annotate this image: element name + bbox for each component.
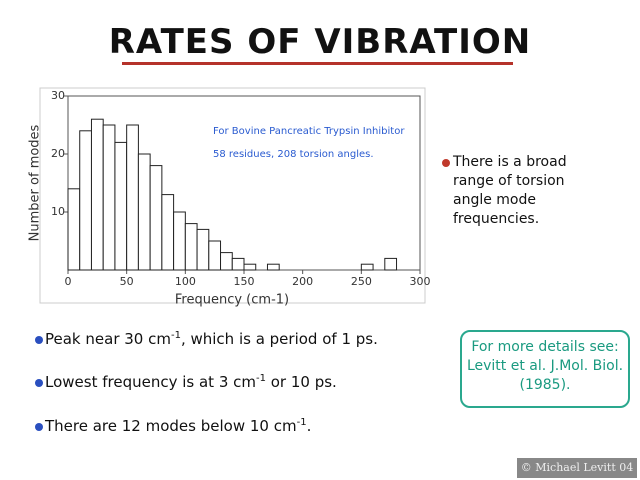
y-tick-label: 30 (51, 89, 65, 102)
bar (196, 228, 210, 271)
bar (114, 141, 128, 271)
superscript: -1 (296, 417, 307, 428)
title-underline (122, 62, 513, 65)
bullet-text: Lowest frequency is at 3 cm (45, 373, 256, 391)
bar (243, 263, 257, 271)
superscript: -1 (256, 373, 266, 384)
bullet-text: , which is a period of 1 ps. (180, 330, 378, 348)
bullet: Lowest frequency is at 3 cm-1 or 10 ps. (35, 373, 337, 391)
bar (90, 118, 104, 271)
superscript: -1 (170, 330, 181, 341)
bar (208, 240, 222, 271)
bullet-text: or 10 ps. (265, 373, 337, 391)
bullet: There are 12 modes below 10 cm-1. (35, 417, 312, 435)
bar (79, 130, 92, 271)
bullet-dot (35, 423, 43, 431)
x-tick-label: 150 (234, 275, 255, 288)
y-tick-label: 20 (51, 147, 65, 160)
bullet-text: . (306, 417, 312, 435)
bar (126, 124, 139, 271)
y-axis-label: Number of modes (28, 124, 43, 241)
bar (360, 263, 374, 271)
bar (231, 257, 245, 271)
bullet-dot (35, 336, 43, 344)
annotation: For Bovine Pancreatic Trypsin Inhibitor (213, 126, 405, 137)
x-tick-label: 250 (351, 275, 372, 288)
bar (102, 124, 116, 271)
x-tick-label: 50 (120, 275, 134, 288)
bullet-text: There are 12 modes below 10 cm (45, 417, 297, 435)
bar (220, 252, 233, 271)
bar (173, 211, 186, 271)
bullet-text: Peak near 30 cm (45, 330, 171, 348)
bullet: Peak near 30 cm-1, which is a period of … (35, 330, 378, 348)
x-tick-label: 100 (175, 275, 196, 288)
bar (149, 165, 163, 271)
bar (266, 263, 280, 271)
bar (161, 194, 175, 271)
bullet-dot (35, 379, 43, 387)
bullet-dot (442, 159, 450, 167)
y-tick-label: 10 (51, 205, 65, 218)
x-tick-label: 300 (410, 275, 431, 288)
annotation: 58 residues, 208 torsion angles. (213, 149, 374, 160)
footer: © Michael Levitt 04 (517, 458, 637, 478)
chart-frame (39, 87, 426, 304)
bar (184, 223, 198, 271)
title: RATES OF VIBRATION (108, 22, 532, 62)
x-tick-label: 200 (292, 275, 313, 288)
reference-box: For more details see: Levitt et al. J.Mo… (460, 330, 630, 408)
bar (384, 257, 398, 271)
x-axis-label: Frequency (cm-1) (175, 293, 289, 308)
side-bullet: There is a broad range of torsion angle … (453, 154, 567, 227)
x-tick-label: 0 (65, 275, 72, 288)
bar (67, 188, 81, 271)
bar (137, 153, 151, 271)
